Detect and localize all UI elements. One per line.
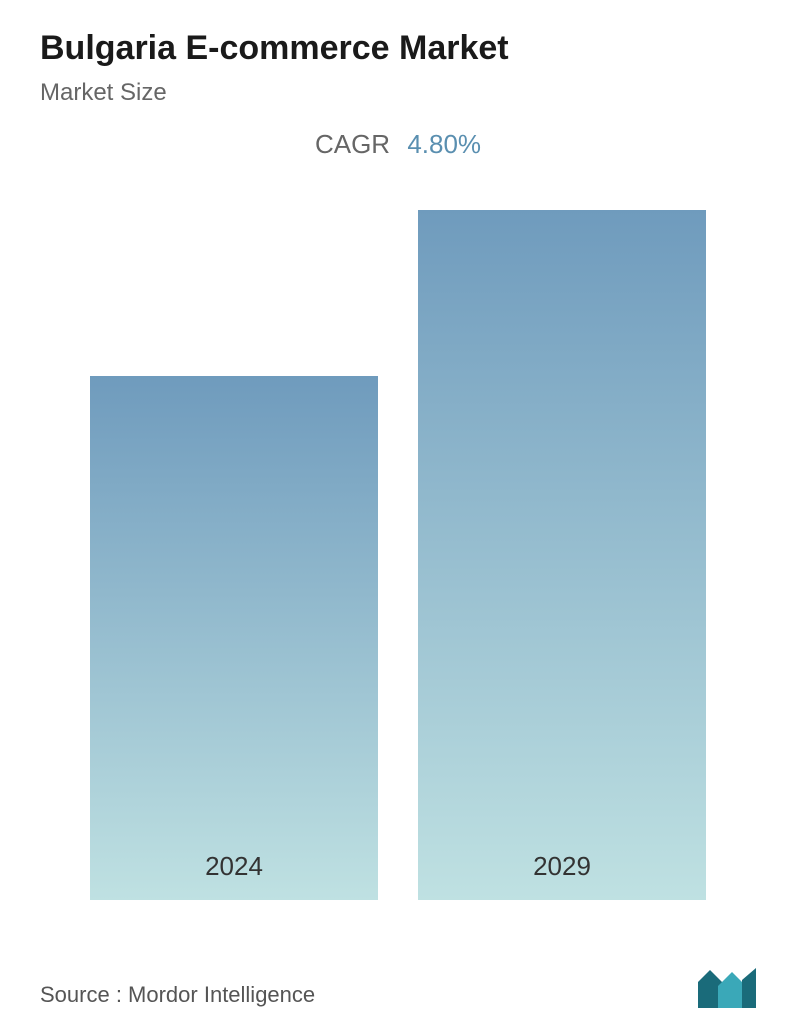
cagr-label: CAGR [315,129,390,159]
page-title: Bulgaria E-commerce Market [40,28,756,69]
cagr-value: 4.80% [407,129,481,159]
source-text: Source : Mordor Intelligence [40,982,315,1008]
cagr-row: CAGR 4.80% [40,129,756,160]
bar-2029-label: 2029 [204,851,796,882]
bars-group: 2024 2029 [40,190,756,900]
bar-2024 [90,376,379,900]
page-subtitle: Market Size [40,79,756,107]
bar-2024-wrap: 2024 [90,376,379,900]
chart-container: Bulgaria E-commerce Market Market Size C… [0,0,796,1034]
bar-2029 [418,210,707,900]
bar-chart: 2024 2029 [40,190,756,960]
footer: Source : Mordor Intelligence [40,968,756,1014]
bar-2029-wrap: 2029 [418,210,707,900]
brand-logo-icon [698,968,756,1008]
